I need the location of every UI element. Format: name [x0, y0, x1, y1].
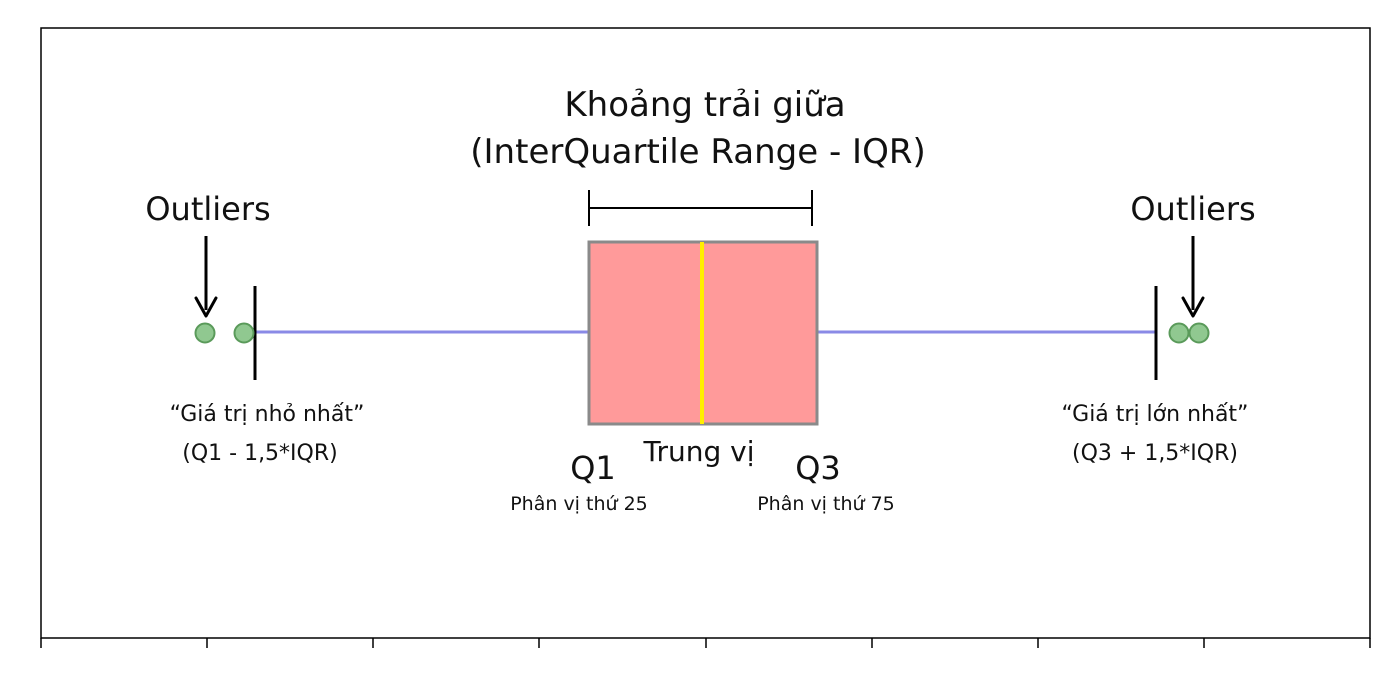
minimum-label-line-2: (Q1 - 1,5*IQR)	[182, 441, 337, 466]
title-line-2: (InterQuartile Range - IQR)	[470, 132, 925, 172]
minimum-label-line-1: “Giá trị nhỏ nhất”	[170, 402, 365, 427]
outliers-label-right: Outliers	[1130, 190, 1255, 228]
down-arrow-icon	[194, 236, 218, 318]
q3-label: Q3	[795, 449, 841, 487]
median-label: Trung vị	[642, 435, 754, 468]
x-axis-ticks	[40, 638, 1371, 648]
outliers-label-left: Outliers	[145, 190, 270, 228]
title-line-1: Khoảng trải giữa	[564, 85, 845, 125]
outlier-point	[194, 322, 216, 344]
q1-sublabel: Phân vị thứ 25	[510, 493, 648, 515]
down-arrow-icon	[1181, 236, 1205, 318]
outlier-point	[233, 322, 255, 344]
iqr-bracket	[588, 190, 813, 226]
q1-label: Q1	[570, 449, 616, 487]
q3-sublabel: Phân vị thứ 75	[757, 493, 895, 515]
outlier-point	[1188, 322, 1210, 344]
maximum-label-line-2: (Q3 + 1,5*IQR)	[1072, 441, 1238, 466]
outlier-point	[1168, 322, 1190, 344]
maximum-label-line-1: “Giá trị lớn nhất”	[1062, 402, 1249, 427]
